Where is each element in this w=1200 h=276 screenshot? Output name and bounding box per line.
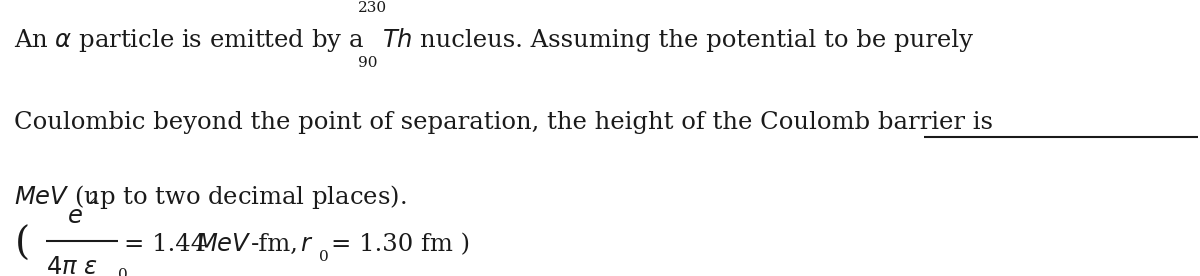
Text: nucleus. Assuming the potential to be purely: nucleus. Assuming the potential to be pu… (420, 28, 973, 52)
Text: 0: 0 (319, 250, 329, 264)
Text: $\mathit{e}$: $\mathit{e}$ (67, 205, 83, 228)
Text: = 1.30 fm ): = 1.30 fm ) (331, 233, 470, 256)
Text: 90: 90 (358, 57, 378, 70)
Text: $4\pi\ \epsilon$: $4\pi\ \epsilon$ (46, 256, 97, 276)
Text: -fm,: -fm, (251, 233, 299, 256)
Text: $\mathit{Th}$: $\mathit{Th}$ (382, 28, 412, 52)
Text: 2: 2 (89, 192, 98, 206)
Text: $\mathit{MeV}$: $\mathit{MeV}$ (196, 233, 252, 256)
Text: $\mathit{MeV}$ (up to two decimal places).: $\mathit{MeV}$ (up to two decimal places… (14, 183, 407, 211)
Text: 230: 230 (358, 1, 388, 15)
Text: $\mathit{r}$: $\mathit{r}$ (300, 233, 313, 256)
Text: = 1.44: = 1.44 (124, 233, 214, 256)
Text: 0: 0 (118, 268, 127, 276)
Text: An $\it{\alpha}$ particle is emitted by a: An $\it{\alpha}$ particle is emitted by … (14, 26, 365, 54)
Text: Coulombic beyond the point of separation, the height of the Coulomb barrier is: Coulombic beyond the point of separation… (14, 111, 994, 134)
Text: (: ( (14, 226, 30, 263)
